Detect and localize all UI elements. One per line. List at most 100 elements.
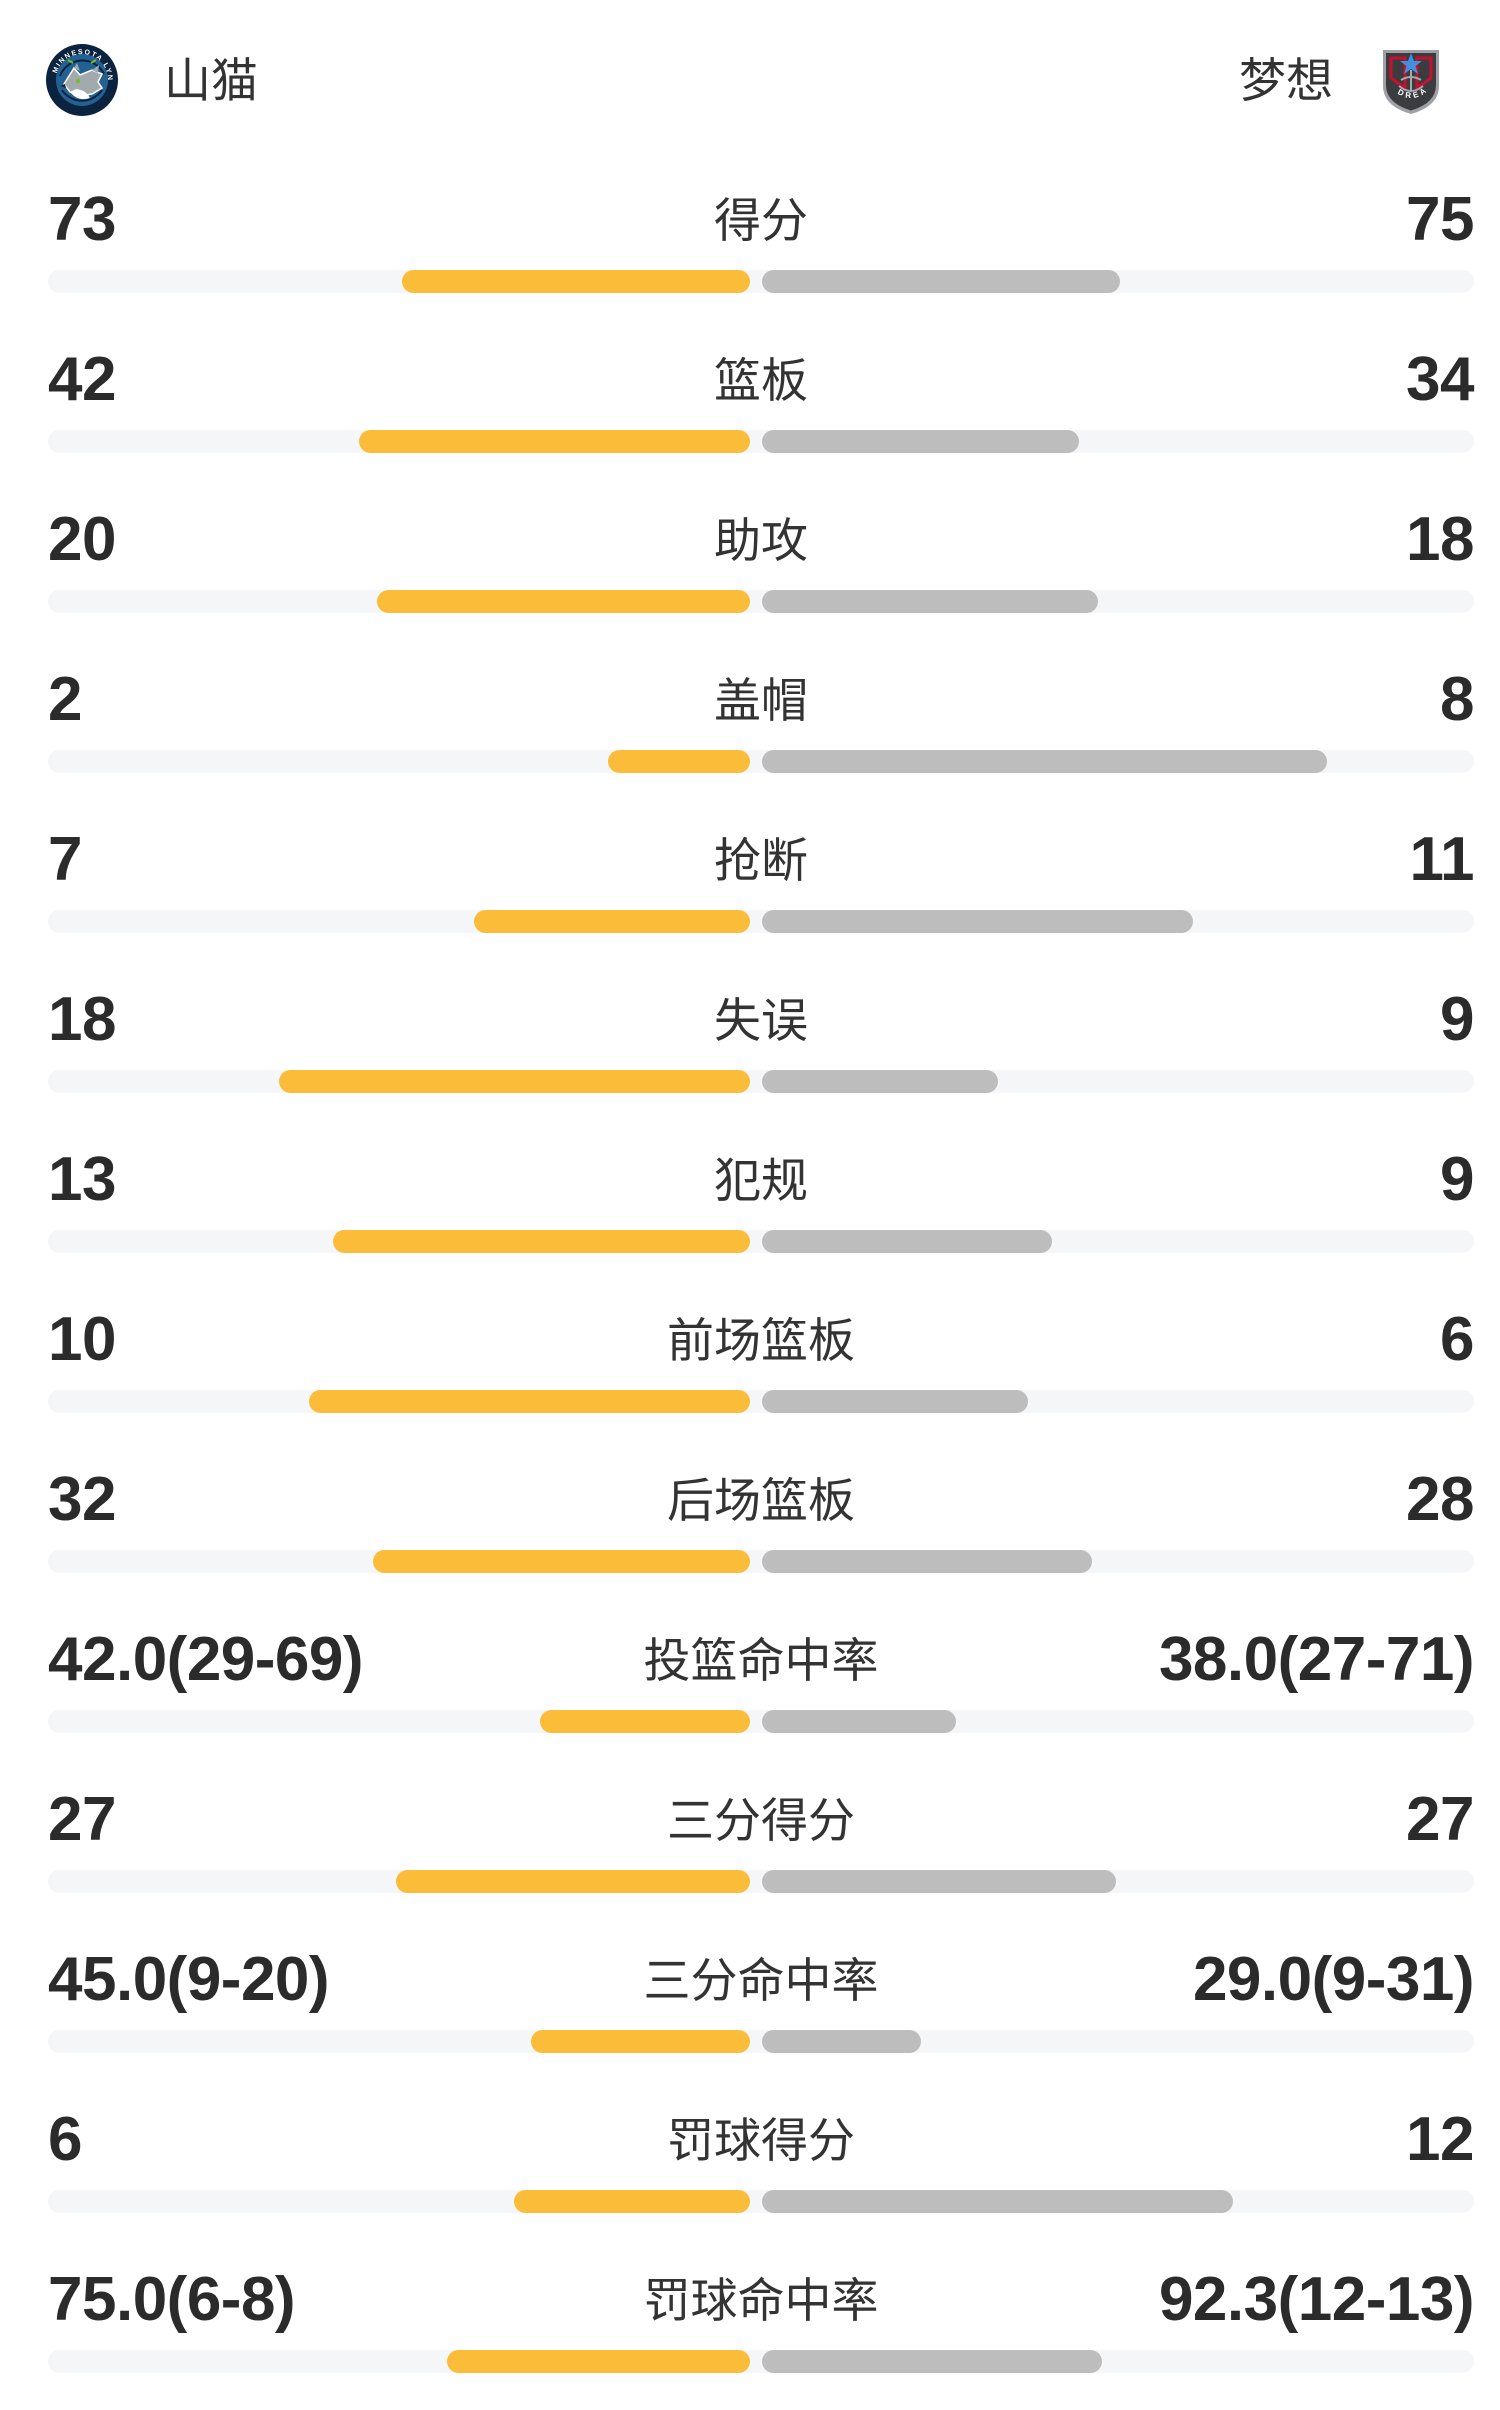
stat-values-line: 18 失误 9 (48, 970, 1475, 1070)
home-bar (401, 270, 750, 293)
stat-row: 20 助攻 18 (0, 490, 1500, 650)
away-bar (762, 750, 1328, 773)
stats-list: 73 得分 75 42 篮板 34 20 助攻 18 2 (0, 170, 1500, 2410)
home-team[interactable]: MINNESOTA LYNX 山猫 (46, 44, 258, 116)
stat-label: 前场篮板 (667, 1313, 855, 1367)
away-bar (762, 2190, 1233, 2213)
bar-track (48, 1870, 1474, 1893)
home-bar (531, 2030, 750, 2053)
home-value: 42.0(29-69) (48, 1625, 364, 1694)
stat-label: 罚球得分 (667, 2113, 855, 2167)
stat-values-line: 20 助攻 18 (48, 490, 1475, 590)
home-value: 10 (48, 1305, 116, 1374)
home-bar (539, 1710, 750, 1733)
away-bar (762, 1070, 998, 1093)
away-bar (762, 2350, 1102, 2373)
bar-track (48, 2190, 1474, 2213)
home-bar (395, 1870, 750, 1893)
away-value: 27 (1406, 1785, 1474, 1854)
stat-values-line: 75.0(6-8) 罚球命中率 92.3(12-13) (48, 2250, 1474, 2350)
bar-track (48, 1390, 1474, 1413)
home-bar (308, 1390, 750, 1413)
home-value: 45.0(9-20) (48, 1945, 330, 2014)
away-bar (762, 1390, 1028, 1413)
home-bar (447, 2350, 750, 2373)
home-bar (373, 1550, 750, 1573)
stat-row: 42 篮板 34 (0, 330, 1500, 490)
stat-row: 18 失误 9 (0, 970, 1500, 1130)
away-value: 75 (1406, 185, 1474, 254)
stat-label: 投篮命中率 (643, 1633, 879, 1687)
home-bar (333, 1230, 750, 1253)
header: MINNESOTA LYNX 山猫 梦想 (0, 0, 1500, 118)
away-bar (762, 910, 1194, 933)
bar-track (48, 750, 1474, 773)
away-team-name: 梦想 (1239, 53, 1333, 107)
away-value: 12 (1406, 2105, 1474, 2174)
stat-label: 抢断 (714, 833, 808, 887)
stat-values-line: 13 犯规 9 (48, 1130, 1475, 1230)
home-bar (514, 2190, 750, 2213)
away-value: 9 (1440, 1145, 1474, 1214)
bar-track (48, 1070, 1474, 1093)
stat-label: 犯规 (714, 1153, 808, 1207)
stat-label: 后场篮板 (667, 1473, 855, 1527)
away-bar (762, 1710, 957, 1733)
stat-row: 2 盖帽 8 (0, 650, 1500, 810)
home-value: 75.0(6-8) (48, 2265, 296, 2334)
away-value: 34 (1406, 345, 1474, 414)
home-value: 20 (48, 505, 116, 574)
away-value: 6 (1440, 1305, 1474, 1374)
stat-label: 盖帽 (714, 673, 808, 727)
home-value: 2 (48, 665, 82, 734)
bar-track (48, 2030, 1474, 2053)
stat-row: 13 犯规 9 (0, 1130, 1500, 1290)
stat-values-line: 6 罚球得分 12 (48, 2090, 1475, 2190)
atlanta-dream-logo-icon: DREAM (1375, 44, 1439, 114)
away-value: 11 (1409, 825, 1474, 894)
home-value: 18 (48, 985, 116, 1054)
home-value: 13 (48, 1145, 116, 1214)
bar-track (48, 590, 1474, 613)
stat-row: 7 抢断 11 (0, 810, 1500, 970)
away-bar (762, 2030, 921, 2053)
bar-track (48, 1230, 1474, 1253)
stat-values-line: 2 盖帽 8 (48, 650, 1475, 750)
stat-label: 得分 (714, 193, 808, 247)
bar-track (48, 910, 1474, 933)
stat-row: 73 得分 75 (0, 170, 1500, 330)
away-value: 29.0(9-31) (1192, 1945, 1475, 2014)
stat-values-line: 10 前场篮板 6 (48, 1290, 1475, 1390)
away-team[interactable]: 梦想 DREAM (1239, 44, 1447, 116)
away-bar (762, 1550, 1092, 1573)
home-value: 6 (48, 2105, 82, 2174)
home-value: 7 (48, 825, 82, 894)
stat-values-line: 27 三分得分 27 (48, 1770, 1475, 1870)
stat-values-line: 45.0(9-20) 三分命中率 29.0(9-31) (48, 1930, 1474, 2030)
stat-row: 27 三分得分 27 (0, 1770, 1500, 1930)
stat-row: 10 前场篮板 6 (0, 1290, 1500, 1450)
away-value: 9 (1440, 985, 1474, 1054)
bar-track (48, 1550, 1474, 1573)
away-value: 38.0(27-71) (1158, 1625, 1475, 1694)
away-value: 18 (1406, 505, 1474, 574)
home-team-name: 山猫 (164, 53, 258, 107)
stat-label: 三分命中率 (643, 1953, 879, 2007)
stat-label: 三分得分 (667, 1793, 855, 1847)
home-bar (358, 430, 750, 453)
stat-values-line: 32 后场篮板 28 (48, 1450, 1475, 1550)
away-bar (762, 1230, 1052, 1253)
away-bar (762, 270, 1121, 293)
home-value: 32 (48, 1465, 116, 1534)
home-bar (474, 910, 750, 933)
stat-row: 42.0(29-69) 投篮命中率 38.0(27-71) (0, 1610, 1500, 1770)
stat-label: 罚球命中率 (643, 2273, 879, 2327)
home-bar (377, 590, 750, 613)
away-bar (762, 1870, 1117, 1893)
stat-label: 篮板 (714, 353, 808, 407)
stat-row: 75.0(6-8) 罚球命中率 92.3(12-13) (0, 2250, 1500, 2410)
away-value: 8 (1440, 665, 1474, 734)
stat-row: 32 后场篮板 28 (0, 1450, 1500, 1610)
bar-track (48, 1710, 1474, 1733)
stat-values-line: 73 得分 75 (48, 170, 1475, 270)
